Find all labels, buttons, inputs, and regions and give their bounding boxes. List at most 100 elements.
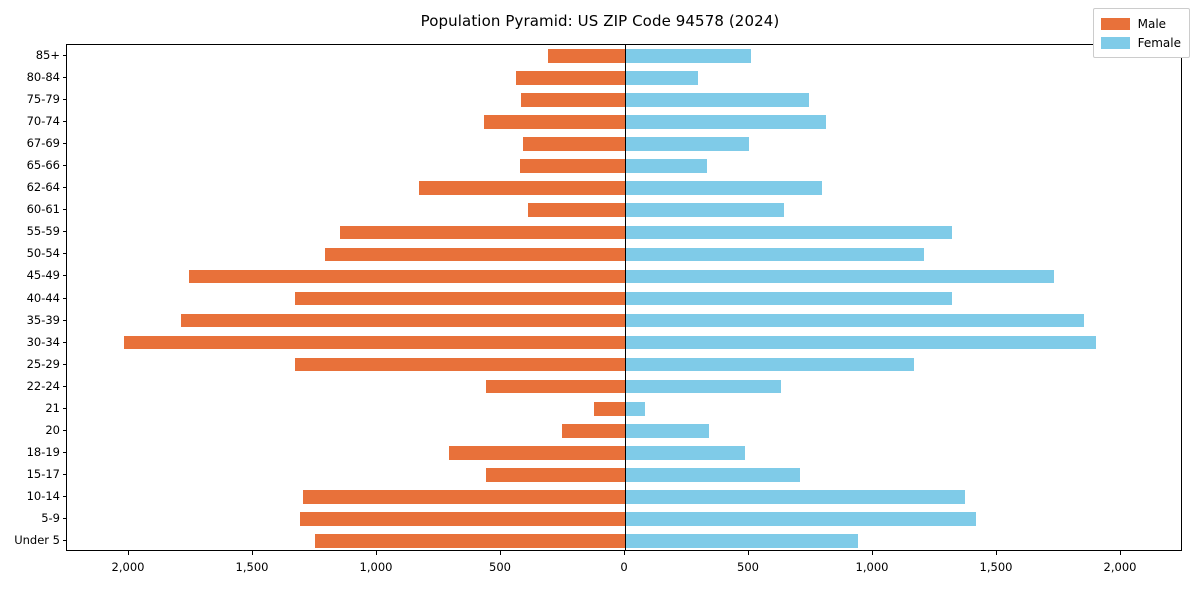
pyramid-row — [67, 225, 1181, 240]
y-tick-mark — [62, 495, 66, 497]
x-tick-mark — [252, 551, 253, 555]
pyramid-row — [67, 115, 1181, 129]
x-tick-mark — [872, 551, 873, 555]
y-tick-label: 45-49 — [26, 268, 60, 283]
y-tick-mark — [62, 297, 66, 299]
bar-female — [625, 225, 953, 240]
y-tick-mark — [62, 209, 66, 211]
y-tick-mark — [62, 231, 66, 233]
y-tick-label: 18-19 — [26, 444, 60, 459]
y-tick-label: 40-44 — [26, 290, 60, 305]
pyramid-row — [67, 534, 1181, 548]
x-tick-label: 1,500 — [235, 560, 269, 574]
bar-female — [625, 247, 924, 262]
x-tick-label: 1,000 — [855, 560, 889, 574]
plot-area — [66, 44, 1182, 551]
bar-female — [625, 423, 710, 438]
pyramid-row — [67, 512, 1181, 526]
bar-male — [324, 247, 625, 262]
bar-female — [625, 379, 782, 394]
y-tick-mark — [62, 341, 66, 343]
y-tick-label: 30-34 — [26, 334, 60, 349]
pyramid-row — [67, 181, 1181, 196]
bar-male — [483, 115, 625, 129]
x-tick-label: 1,000 — [359, 560, 393, 574]
pyramid-row — [67, 203, 1181, 218]
pyramid-row — [67, 423, 1181, 438]
pyramid-row — [67, 468, 1181, 482]
y-tick-label: 22-24 — [26, 378, 60, 393]
y-tick-label: 85+ — [35, 48, 60, 63]
x-tick-mark — [1120, 551, 1121, 555]
y-tick-mark — [62, 363, 66, 365]
bar-male — [528, 203, 625, 218]
x-tick-label: 500 — [737, 560, 759, 574]
y-tick-label: 80-84 — [26, 70, 60, 85]
y-tick-label: 5-9 — [41, 510, 60, 525]
bar-male — [302, 490, 625, 504]
y-tick-mark — [62, 187, 66, 189]
bars-layer — [67, 45, 1181, 550]
y-tick-label: 50-54 — [26, 246, 60, 261]
x-tick-mark — [128, 551, 129, 555]
x-tick-label: 2,000 — [1103, 560, 1137, 574]
y-tick-label: 55-59 — [26, 224, 60, 239]
bar-male — [594, 401, 625, 416]
bar-male — [515, 71, 625, 85]
y-tick-label: 20 — [45, 422, 60, 437]
y-tick-label: 67-69 — [26, 136, 60, 151]
pyramid-row — [67, 445, 1181, 460]
pyramid-row — [67, 401, 1181, 416]
x-tick-label: 500 — [489, 560, 511, 574]
bar-male — [295, 357, 625, 372]
bar-female — [625, 115, 826, 129]
bar-male — [124, 335, 625, 350]
y-tick-label: 10-14 — [26, 488, 60, 503]
pyramid-row — [67, 137, 1181, 152]
pyramid-row — [67, 490, 1181, 504]
pyramid-row — [67, 247, 1181, 262]
x-tick-label: 1,500 — [979, 560, 1013, 574]
y-tick-label: 35-39 — [26, 312, 60, 327]
pyramid-row — [67, 313, 1181, 328]
x-tick-mark — [624, 551, 625, 555]
bar-male — [520, 93, 625, 107]
y-tick-mark — [62, 539, 66, 541]
x-tick-label: 0 — [620, 560, 628, 574]
bar-male — [181, 313, 625, 328]
bar-male — [448, 445, 625, 460]
legend-entry: Female — [1100, 33, 1181, 52]
pyramid-row — [67, 71, 1181, 85]
bar-female — [625, 401, 645, 416]
bar-female — [625, 159, 707, 174]
y-tick-label: Under 5 — [14, 532, 60, 547]
bar-female — [625, 445, 746, 460]
pyramid-row — [67, 379, 1181, 394]
bar-male — [295, 291, 625, 306]
y-tick-mark — [62, 451, 66, 453]
y-tick-label: 15-17 — [26, 466, 60, 481]
bar-male — [548, 49, 625, 63]
y-tick-mark — [62, 253, 66, 255]
y-tick-mark — [62, 429, 66, 431]
bar-female — [625, 137, 749, 152]
pyramid-row — [67, 357, 1181, 372]
bar-female — [625, 512, 976, 526]
zero-axis-line — [625, 45, 626, 550]
bar-male — [519, 159, 625, 174]
legend-entry: Male — [1100, 14, 1181, 33]
y-tick-label: 62-64 — [26, 180, 60, 195]
legend-swatch-icon — [1100, 36, 1130, 49]
pyramid-row — [67, 291, 1181, 306]
pyramid-row — [67, 269, 1181, 284]
y-tick-label: 21 — [45, 400, 60, 415]
bar-male — [523, 137, 625, 152]
y-tick-label: 70-74 — [26, 114, 60, 129]
y-tick-mark — [62, 55, 66, 57]
y-tick-mark — [62, 275, 66, 277]
bar-male — [486, 379, 625, 394]
x-tick-mark — [996, 551, 997, 555]
y-tick-label: 60-61 — [26, 202, 60, 217]
pyramid-row — [67, 159, 1181, 174]
pyramid-row — [67, 49, 1181, 63]
